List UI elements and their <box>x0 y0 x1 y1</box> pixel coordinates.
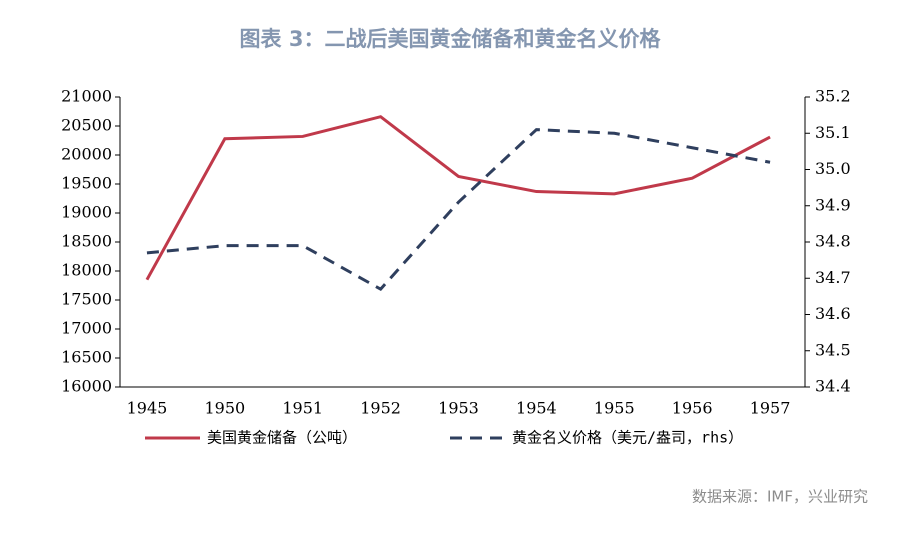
x-tick-label: 1953 <box>438 399 479 418</box>
y-tick-label: 17500 <box>61 290 112 309</box>
x-tick-label: 1945 <box>127 399 168 418</box>
y-tick-label: 21000 <box>61 87 112 106</box>
x-tick-label: 1951 <box>282 399 323 418</box>
y2-tick-label: 35.2 <box>815 87 851 106</box>
series-line <box>146 128 771 292</box>
y2-tick-label: 35.1 <box>815 123 851 142</box>
x-tick-label: 1950 <box>204 399 245 418</box>
y-tick-label: 18500 <box>61 232 112 251</box>
y2-tick-label: 34.9 <box>815 195 851 214</box>
x-tick-label: 1954 <box>516 399 557 418</box>
y2-tick-label: 35.0 <box>815 159 851 178</box>
y2-tick-label: 34.6 <box>815 304 851 323</box>
x-tick-label: 1957 <box>750 399 791 418</box>
y-tick-label: 16500 <box>61 348 112 367</box>
x-tick-label: 1952 <box>360 399 401 418</box>
series-line <box>145 115 771 281</box>
legend-label: 美国黄金储备（公吨） <box>207 429 357 447</box>
y-tick-label: 20500 <box>61 116 112 135</box>
source-note: 数据来源：IMF，兴业研究 <box>692 488 868 506</box>
y2-tick-label: 34.4 <box>815 377 851 396</box>
y-tick-label: 18000 <box>61 261 112 280</box>
y2-tick-label: 34.5 <box>815 340 851 359</box>
y-tick-label: 20000 <box>61 145 112 164</box>
y-tick-label: 17000 <box>61 319 112 338</box>
x-tick-label: 1955 <box>594 399 635 418</box>
y-tick-label: 19000 <box>61 203 112 222</box>
legend-label: 黄金名义价格（美元/盎司，rhs） <box>512 429 743 447</box>
y-tick-label: 16000 <box>61 377 112 396</box>
y-tick-label: 19500 <box>61 174 112 193</box>
y2-tick-label: 34.8 <box>815 232 851 251</box>
chart-title: 图表 3：二战后美国黄金储备和黄金名义价格 <box>240 27 662 51</box>
x-tick-label: 1956 <box>672 399 713 418</box>
y2-tick-label: 34.7 <box>815 268 851 287</box>
